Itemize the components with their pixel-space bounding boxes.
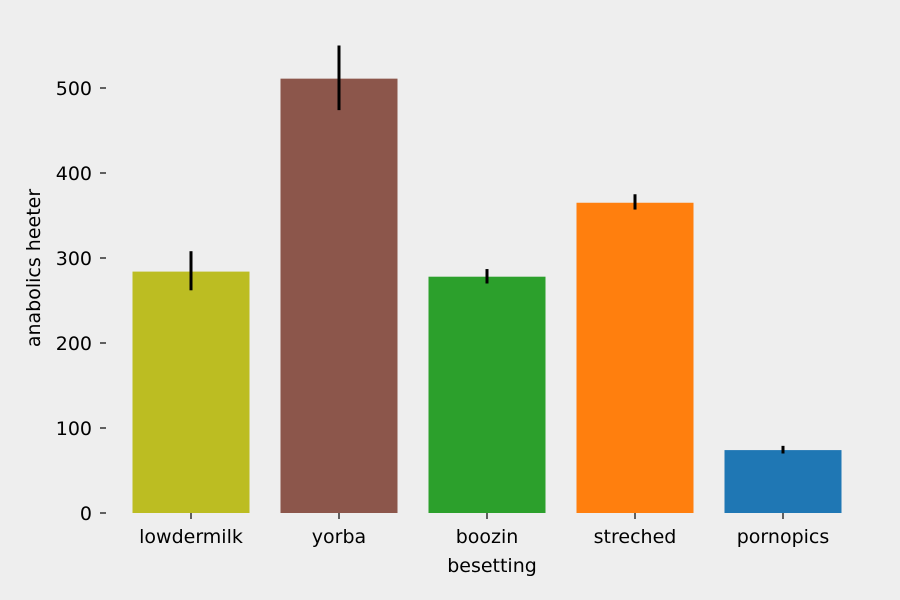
error-bars-group — [189, 45, 785, 454]
y-tick-label-100: 100 — [56, 418, 92, 440]
bar-pornopics — [724, 450, 842, 513]
x-axis-label: besetting — [447, 555, 537, 577]
bar-boozin — [428, 276, 546, 513]
y-tick-label-0: 0 — [80, 503, 92, 525]
y-tick-label-500: 500 — [56, 78, 92, 100]
y-axis-label: anabolics heeter — [23, 189, 45, 348]
bar-streched — [576, 202, 694, 513]
bars-group — [132, 78, 842, 514]
x-tick-label-lowdermilk: lowdermilk — [139, 526, 243, 548]
x-tick-label-streched: streched — [594, 526, 677, 548]
bar-yorba — [280, 78, 398, 514]
y-tick-label-400: 400 — [56, 163, 92, 185]
x-axis: lowdermilk yorba boozin streched pornopics — [139, 513, 829, 548]
bar-lowdermilk — [132, 271, 250, 513]
y-tick-label-300: 300 — [56, 248, 92, 270]
x-tick-label-boozin: boozin — [456, 526, 519, 548]
y-axis: 0 100 200 300 400 500 — [56, 78, 106, 525]
x-tick-label-yorba: yorba — [312, 526, 366, 548]
x-tick-label-pornopics: pornopics — [737, 526, 830, 548]
y-tick-label-200: 200 — [56, 333, 92, 355]
